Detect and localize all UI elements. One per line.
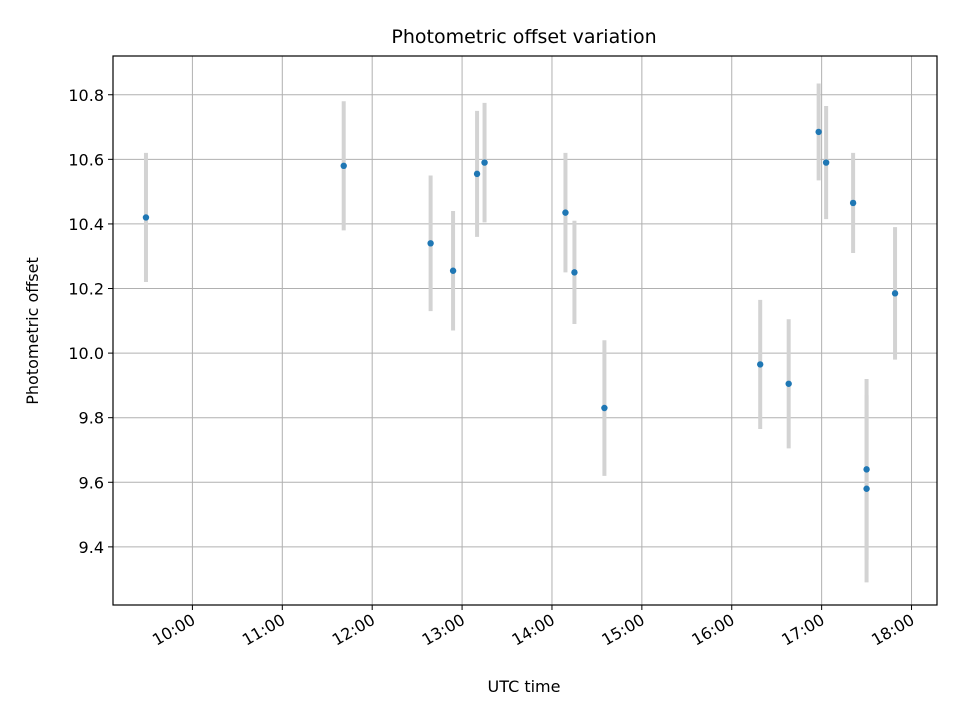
x-tick-label: 17:00 (778, 610, 827, 650)
x-tick-label: 11:00 (239, 610, 288, 650)
data-point (481, 159, 488, 166)
data-point (571, 269, 578, 276)
data-point (562, 209, 569, 216)
y-tick-label: 10.8 (68, 86, 104, 105)
y-tick-label: 10.6 (68, 150, 104, 169)
plot-frame (112, 55, 938, 606)
y-axis-ticks: 9.4 9.6 9.8 10.0 10.2 10.4 10.6 10.8 (68, 86, 113, 557)
x-tick-label: 13:00 (419, 610, 468, 650)
y-tick-label: 10.0 (68, 344, 104, 363)
y-tick-label: 9.8 (79, 409, 104, 428)
x-axis-label: UTC time (488, 677, 561, 696)
data-point (863, 485, 870, 492)
data-point (427, 240, 434, 247)
y-tick-label: 10.2 (68, 280, 104, 299)
x-tick-label: 16:00 (688, 610, 737, 650)
data-point (340, 162, 347, 169)
y-tick-label: 9.4 (79, 538, 104, 557)
data-points (142, 128, 899, 492)
data-point (449, 267, 457, 274)
data-point (891, 290, 899, 297)
x-axis-ticks: 10:00 11:00 12:00 13:00 14:00 15:00 16:00 17:00… (149, 605, 918, 650)
chart-title: Photometric offset variation (391, 26, 656, 48)
x-tick-label: 12:00 (329, 610, 378, 650)
y-tick-label: 9.6 (79, 473, 104, 492)
data-point (142, 214, 150, 221)
data-point (473, 170, 481, 178)
x-tick-label: 18:00 (868, 610, 917, 650)
y-axis-label: Photometric offset (23, 257, 42, 405)
data-point (849, 199, 857, 207)
data-point (757, 361, 764, 368)
grid-lines (113, 56, 937, 605)
x-tick-label: 14:00 (509, 610, 558, 650)
data-point (822, 159, 830, 166)
y-tick-label: 10.4 (68, 215, 104, 234)
x-tick-label: 15:00 (598, 610, 647, 650)
error-bars (143, 83, 898, 583)
x-tick-label: 10:00 (149, 610, 198, 650)
data-point (785, 380, 792, 387)
data-point (815, 128, 822, 136)
data-point (601, 404, 608, 412)
data-point (863, 466, 870, 473)
